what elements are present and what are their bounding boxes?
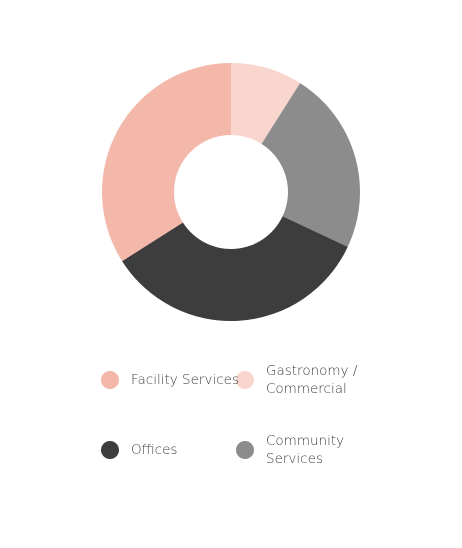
- donut-segment: [122, 216, 348, 321]
- legend-swatch: [101, 441, 119, 459]
- legend-label: Community Services: [266, 433, 345, 467]
- legend-swatch: [236, 441, 254, 459]
- legend-label: Facility Services: [131, 372, 239, 388]
- legend-item: Facility Services: [101, 362, 241, 398]
- legend-label: Offices: [131, 442, 178, 458]
- legend-item: Offices: [101, 432, 241, 468]
- donut-segment: [231, 63, 301, 144]
- legend-label: Gastronomy / Commercial: [266, 363, 358, 397]
- legend-item: Gastronomy / Commercial: [236, 362, 376, 398]
- legend-item: Community Services: [236, 432, 376, 468]
- donut-segment: [261, 83, 360, 247]
- legend-swatch: [236, 371, 254, 389]
- legend-swatch: [101, 371, 119, 389]
- donut-segment: [102, 63, 231, 262]
